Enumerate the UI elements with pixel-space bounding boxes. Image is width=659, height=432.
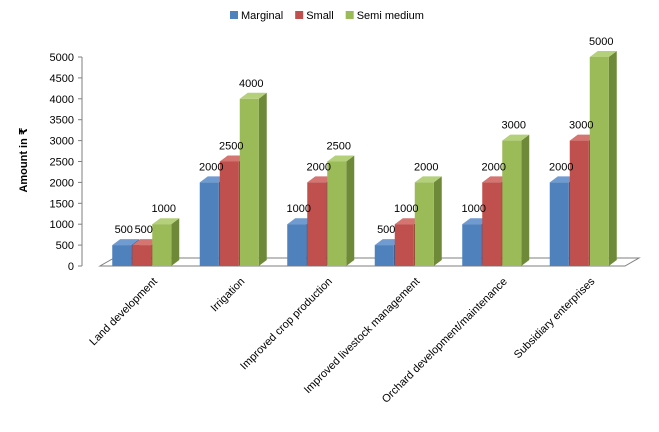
bar-front bbox=[374, 245, 394, 266]
bar-front bbox=[549, 182, 569, 266]
data-label: 3000 bbox=[502, 120, 526, 132]
y-tick-label: 0 bbox=[68, 261, 74, 273]
bar-front bbox=[239, 98, 259, 266]
bar-front bbox=[394, 224, 414, 266]
bar-side bbox=[608, 51, 617, 266]
y-axis: 0 500 1000 1500 2000 2500 3000 3500 4000 4500 5000 bbox=[50, 52, 83, 273]
bar-front bbox=[219, 161, 239, 266]
data-label: 2500 bbox=[327, 141, 351, 153]
legend-label: Semi medium bbox=[357, 10, 424, 22]
bar-front bbox=[569, 140, 589, 266]
x-tick-label: Subsidiary enterprises bbox=[512, 275, 598, 361]
x-tick-label: Improved crop production bbox=[238, 276, 335, 373]
data-label: 2000 bbox=[199, 161, 223, 173]
data-labels: 500 5001000200025004000100020002500500100… bbox=[115, 36, 614, 236]
bar bbox=[414, 176, 442, 266]
bar-front bbox=[199, 182, 219, 266]
bar-top bbox=[112, 239, 140, 246]
bar-top bbox=[152, 218, 180, 225]
data-label: 500 bbox=[115, 224, 133, 236]
bar-front bbox=[589, 57, 609, 266]
y-tick-label: 2000 bbox=[50, 177, 74, 189]
legend-item: Semi medium bbox=[345, 10, 424, 22]
legend-label: Small bbox=[306, 10, 334, 22]
bar-top bbox=[589, 51, 617, 57]
legend: Marginal Small Semi medium bbox=[230, 10, 424, 22]
y-tick-label: 1000 bbox=[50, 219, 74, 231]
legend-label: Marginal bbox=[241, 10, 283, 22]
bar-front bbox=[307, 182, 327, 266]
bars bbox=[112, 51, 617, 266]
data-label: 1000 bbox=[394, 203, 418, 215]
bar-side bbox=[346, 155, 355, 266]
y-tick-label: 5000 bbox=[50, 52, 74, 64]
data-label: 5000 bbox=[589, 36, 613, 48]
x-tick-label: Land development bbox=[87, 276, 159, 348]
y-tick-label: 4000 bbox=[50, 94, 74, 106]
bar-front bbox=[132, 245, 152, 266]
bar-side bbox=[258, 92, 267, 266]
legend-swatch bbox=[345, 11, 354, 19]
bar bbox=[502, 134, 530, 266]
data-label: 1000 bbox=[287, 203, 311, 215]
data-label: 500 bbox=[377, 224, 395, 236]
bar-top bbox=[502, 134, 530, 141]
data-label: 2000 bbox=[307, 161, 331, 173]
bar-front bbox=[287, 224, 307, 266]
bar bbox=[152, 218, 180, 266]
data-label: 4000 bbox=[239, 78, 263, 90]
bar bbox=[589, 51, 617, 266]
data-label: 2000 bbox=[549, 161, 573, 173]
y-tick-label: 2500 bbox=[50, 157, 74, 169]
y-tick-label: 1500 bbox=[50, 198, 74, 210]
bar-top bbox=[239, 92, 267, 99]
bar-side bbox=[521, 134, 530, 266]
legend-item: Small bbox=[295, 10, 334, 22]
data-label: 2500 bbox=[219, 141, 243, 153]
bar-front bbox=[112, 245, 132, 266]
legend-swatch bbox=[295, 11, 304, 19]
bar bbox=[239, 92, 267, 266]
y-tick-label: 3000 bbox=[50, 136, 74, 148]
bar bbox=[327, 155, 355, 266]
legend-item: Marginal bbox=[230, 10, 283, 22]
data-label: 500 bbox=[135, 224, 153, 236]
data-label: 2000 bbox=[482, 161, 506, 173]
bar-front bbox=[152, 224, 172, 266]
data-label: 3000 bbox=[569, 120, 593, 132]
bar-front bbox=[414, 182, 434, 266]
y-tick-label: 4500 bbox=[50, 73, 74, 85]
bar-top bbox=[414, 176, 442, 183]
data-label: 1000 bbox=[152, 203, 176, 215]
y-tick-label: 500 bbox=[56, 240, 74, 252]
bar-front bbox=[502, 140, 522, 266]
data-label: 2000 bbox=[414, 161, 438, 173]
y-axis-label: Amount in ₹ bbox=[18, 127, 30, 192]
bar-side bbox=[171, 218, 180, 266]
bar-front bbox=[462, 224, 482, 266]
bar-front bbox=[482, 182, 502, 266]
bar-top bbox=[327, 155, 355, 162]
legend-swatch bbox=[230, 11, 238, 19]
bar-side bbox=[433, 176, 442, 266]
y-tick-label: 3500 bbox=[50, 115, 74, 127]
x-tick-label: Irrigation bbox=[209, 276, 248, 315]
bar-front bbox=[327, 161, 347, 266]
data-label: 1000 bbox=[462, 203, 486, 215]
